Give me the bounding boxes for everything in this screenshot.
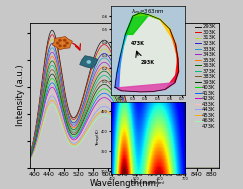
Polygon shape [115, 13, 179, 92]
X-axis label: Wavelength(nm): Wavelength(nm) [130, 181, 165, 185]
Polygon shape [170, 29, 178, 58]
Y-axis label: Temp(K): Temp(K) [96, 129, 100, 146]
Circle shape [59, 40, 61, 41]
Circle shape [59, 45, 61, 47]
Polygon shape [52, 36, 72, 50]
Polygon shape [117, 83, 175, 92]
Polygon shape [160, 19, 175, 43]
Circle shape [57, 42, 59, 44]
Polygon shape [115, 87, 122, 91]
X-axis label: Wavelength(nm): Wavelength(nm) [89, 179, 160, 188]
Legend: 293K, 303K, 313K, 323K, 333K, 343K, 353K, 363K, 373K, 383K, 393K, 403K, 413K, 42: 293K, 303K, 313K, 323K, 333K, 343K, 353K… [194, 24, 216, 129]
Polygon shape [125, 13, 149, 34]
Text: $\lambda_{ex}$=363nm: $\lambda_{ex}$=363nm [131, 7, 165, 16]
Polygon shape [117, 34, 125, 74]
Circle shape [64, 40, 66, 41]
Polygon shape [80, 56, 98, 68]
Circle shape [66, 42, 68, 44]
Circle shape [87, 61, 90, 63]
Circle shape [64, 45, 66, 47]
Text: 293K: 293K [140, 60, 154, 65]
Text: 473K: 473K [130, 41, 144, 46]
Polygon shape [175, 43, 179, 72]
Polygon shape [165, 72, 179, 90]
Polygon shape [133, 13, 160, 19]
Y-axis label: Intensity (a.u.): Intensity (a.u.) [16, 65, 25, 126]
Polygon shape [149, 15, 170, 29]
Polygon shape [175, 58, 179, 83]
Polygon shape [121, 16, 133, 55]
Polygon shape [115, 55, 121, 90]
